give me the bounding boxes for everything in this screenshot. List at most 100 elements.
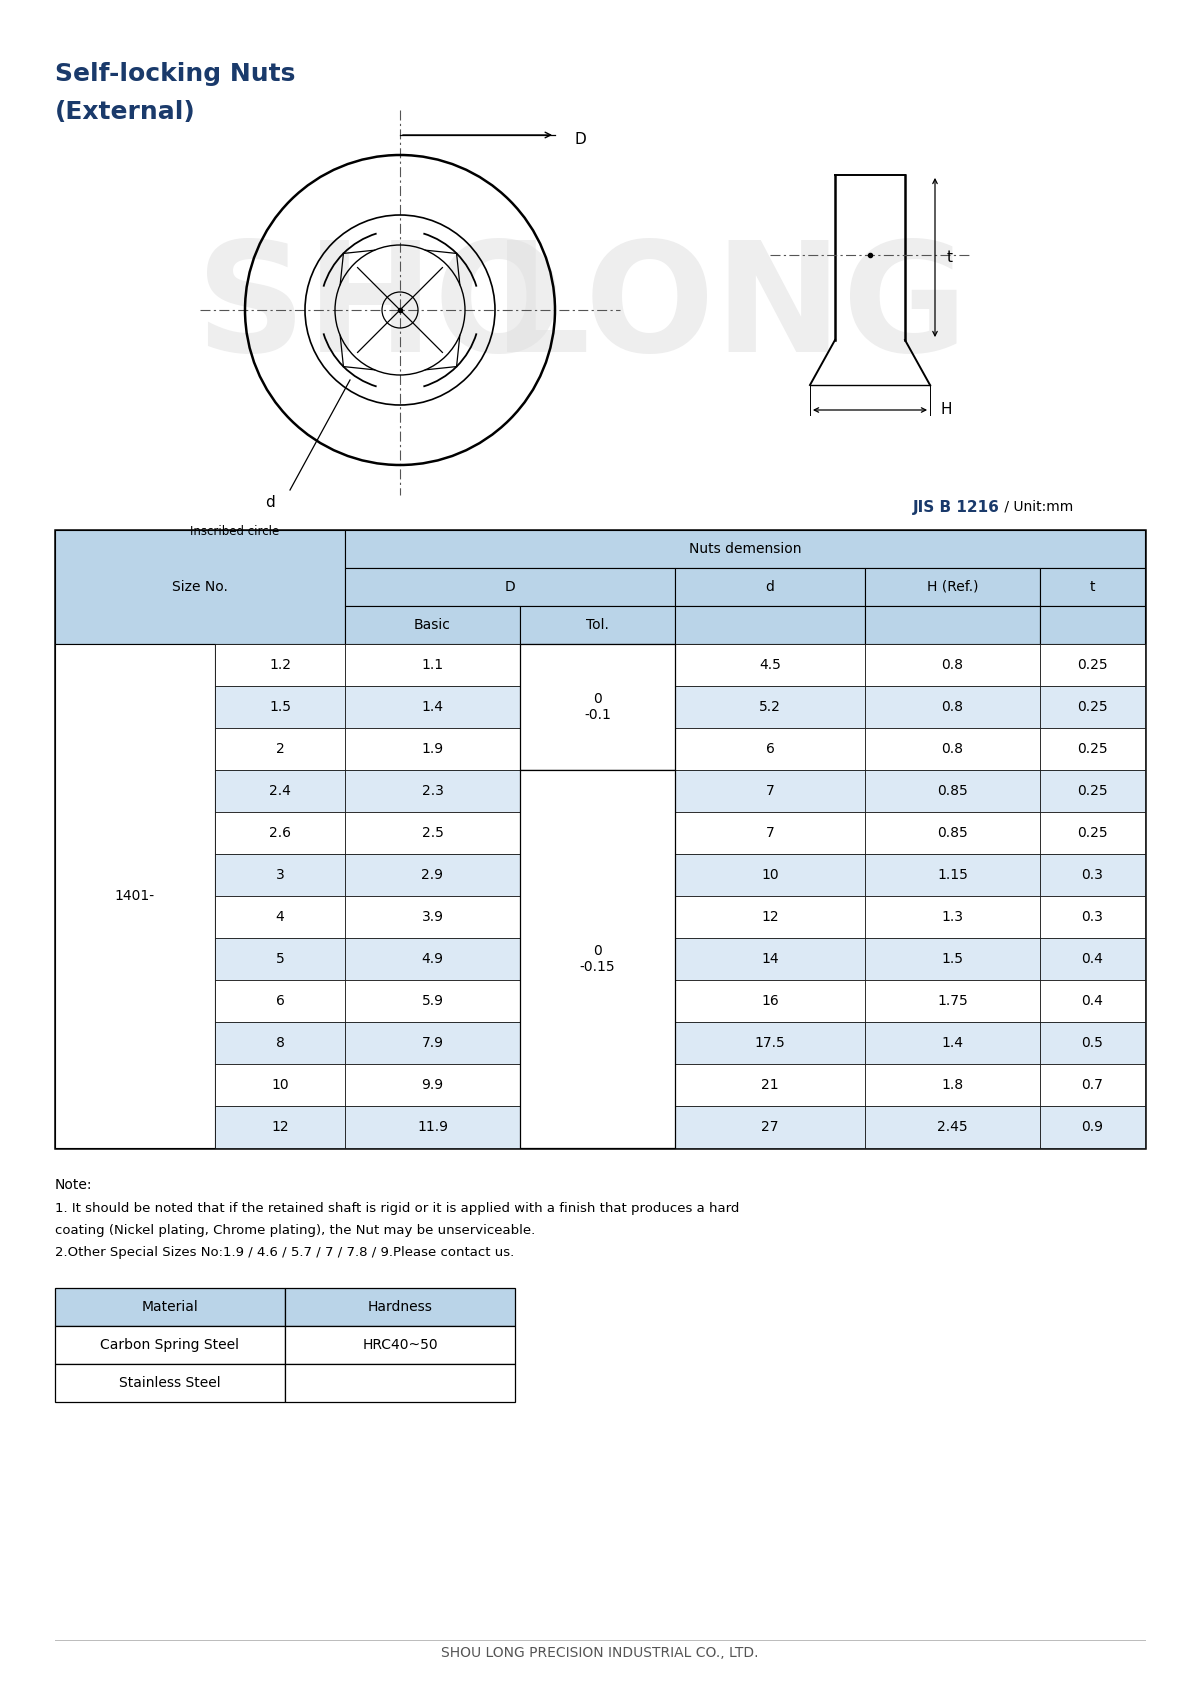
Bar	[674, 568, 865, 606]
Bar	[1040, 1106, 1145, 1147]
Bar	[215, 979, 346, 1022]
Text: d: d	[265, 496, 275, 511]
Text: (External): (External)	[55, 100, 196, 124]
Text: 11.9: 11.9	[418, 1120, 448, 1134]
Bar	[346, 1106, 520, 1147]
Bar	[346, 529, 1145, 568]
Text: d: d	[766, 580, 774, 594]
Bar	[520, 938, 674, 979]
Text: 0.5: 0.5	[1081, 1035, 1104, 1050]
Bar	[346, 896, 520, 938]
Bar	[286, 1288, 515, 1325]
Text: 0.25: 0.25	[1078, 742, 1108, 755]
Bar	[674, 606, 865, 643]
Text: 1.4: 1.4	[942, 1035, 964, 1050]
Text: 1.3: 1.3	[942, 910, 964, 923]
Bar	[346, 606, 520, 643]
Text: 0
-0.15: 0 -0.15	[580, 944, 616, 974]
Text: H: H	[940, 402, 952, 417]
Bar	[865, 606, 1040, 643]
Bar	[346, 979, 520, 1022]
Text: Hardness: Hardness	[367, 1300, 432, 1313]
Bar	[865, 643, 1040, 686]
Text: 0.8: 0.8	[942, 742, 964, 755]
Text: 2.45: 2.45	[937, 1120, 968, 1134]
Text: Inscribed circle: Inscribed circle	[191, 524, 280, 538]
Bar	[1040, 1022, 1145, 1064]
Text: HRC40~50: HRC40~50	[362, 1337, 438, 1353]
Text: LONG: LONG	[493, 236, 967, 385]
Bar	[1040, 728, 1145, 770]
Bar	[674, 811, 865, 854]
Bar	[674, 686, 865, 728]
Bar	[865, 811, 1040, 854]
Bar	[520, 728, 674, 770]
Bar	[865, 854, 1040, 896]
Text: 7.9: 7.9	[421, 1035, 444, 1050]
Bar	[520, 854, 674, 896]
Bar	[346, 854, 520, 896]
Bar	[215, 770, 346, 811]
Text: 1.5: 1.5	[942, 952, 964, 966]
Bar	[1040, 979, 1145, 1022]
Bar	[520, 1106, 674, 1147]
Text: Self-locking Nuts: Self-locking Nuts	[55, 63, 295, 87]
Text: 1.1: 1.1	[421, 658, 444, 672]
Bar	[1040, 770, 1145, 811]
Bar	[520, 979, 674, 1022]
Text: 0.85: 0.85	[937, 826, 968, 840]
Bar	[1040, 854, 1145, 896]
Bar	[215, 811, 346, 854]
Bar	[215, 1106, 346, 1147]
Text: 1.2: 1.2	[269, 658, 292, 672]
Bar	[865, 568, 1040, 606]
Text: 5.2: 5.2	[760, 699, 781, 714]
Bar	[346, 811, 520, 854]
Bar	[346, 938, 520, 979]
Bar	[865, 938, 1040, 979]
Text: 2.6: 2.6	[269, 826, 292, 840]
Text: 21: 21	[761, 1078, 779, 1091]
Bar	[215, 1022, 346, 1064]
Bar	[520, 1064, 674, 1106]
Text: 9.9: 9.9	[421, 1078, 444, 1091]
Bar	[674, 770, 865, 811]
Text: 2.3: 2.3	[421, 784, 444, 798]
Bar	[55, 1364, 286, 1402]
Text: 0.4: 0.4	[1081, 952, 1104, 966]
Bar	[674, 854, 865, 896]
Bar	[55, 529, 346, 643]
Text: 1401-: 1401-	[115, 889, 155, 903]
Bar	[55, 643, 215, 1147]
Text: 4.9: 4.9	[421, 952, 444, 966]
Bar	[215, 1064, 346, 1106]
Text: 0.25: 0.25	[1078, 784, 1108, 798]
Bar	[215, 896, 346, 938]
Bar	[674, 938, 865, 979]
Text: 7: 7	[766, 826, 774, 840]
Text: 8: 8	[276, 1035, 284, 1050]
Text: Basic: Basic	[414, 618, 451, 631]
Bar	[1040, 606, 1145, 643]
Bar	[346, 1064, 520, 1106]
Bar	[55, 1288, 286, 1325]
Bar	[865, 979, 1040, 1022]
Text: Tol.: Tol.	[586, 618, 608, 631]
Bar	[346, 568, 674, 606]
Text: 1.9: 1.9	[421, 742, 444, 755]
Text: D: D	[505, 580, 515, 594]
Text: 10: 10	[271, 1078, 289, 1091]
Bar	[865, 1022, 1040, 1064]
Text: 0.3: 0.3	[1081, 867, 1104, 882]
Text: 6: 6	[766, 742, 774, 755]
Text: H (Ref.): H (Ref.)	[926, 580, 978, 594]
Bar	[674, 979, 865, 1022]
Bar	[1040, 896, 1145, 938]
Text: 0.25: 0.25	[1078, 826, 1108, 840]
Text: 27: 27	[761, 1120, 779, 1134]
Text: SHO: SHO	[196, 236, 564, 385]
Bar	[865, 1064, 1040, 1106]
Bar	[215, 854, 346, 896]
Text: 12: 12	[271, 1120, 289, 1134]
Text: Material: Material	[142, 1300, 198, 1313]
